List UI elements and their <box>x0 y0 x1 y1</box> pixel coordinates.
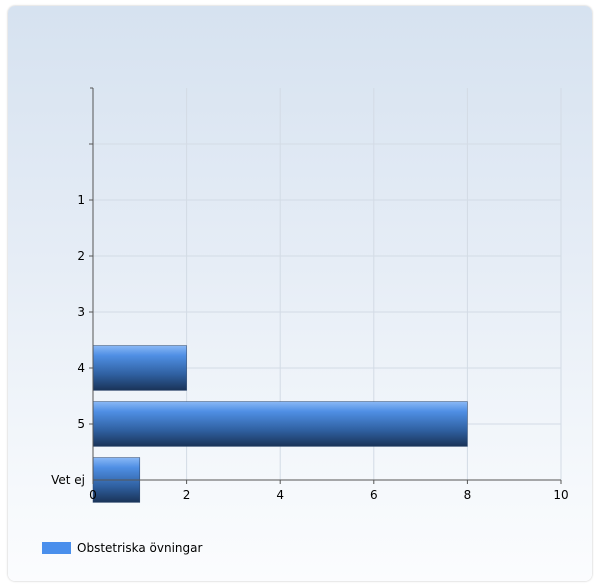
y-tick-label: 1 <box>77 193 85 207</box>
x-tick-label: 0 <box>89 488 97 502</box>
y-tick-label: 5 <box>77 417 85 431</box>
x-tick-label: 10 <box>553 488 568 502</box>
legend-label: Obstetriska övningar <box>77 541 203 555</box>
y-tick-label: 2 <box>77 249 85 263</box>
x-tick-label: 2 <box>183 488 191 502</box>
x-tick-label: 8 <box>464 488 472 502</box>
bar-4 <box>92 345 187 391</box>
x-tick-label: 4 <box>276 488 284 502</box>
y-tick-label: Vet ej <box>51 473 85 487</box>
axes <box>89 87 562 484</box>
legend: Obstetriska övningar <box>42 541 202 555</box>
legend-swatch <box>42 542 71 554</box>
y-tick-label: 3 <box>77 305 85 319</box>
x-tick-label: 6 <box>370 488 378 502</box>
bar-5 <box>92 401 468 447</box>
bars <box>92 345 468 503</box>
tick-labels: 1 2 3 4 5 Vet ej 0 2 4 6 8 10 <box>51 193 569 502</box>
y-tick-label: 4 <box>77 361 85 375</box>
